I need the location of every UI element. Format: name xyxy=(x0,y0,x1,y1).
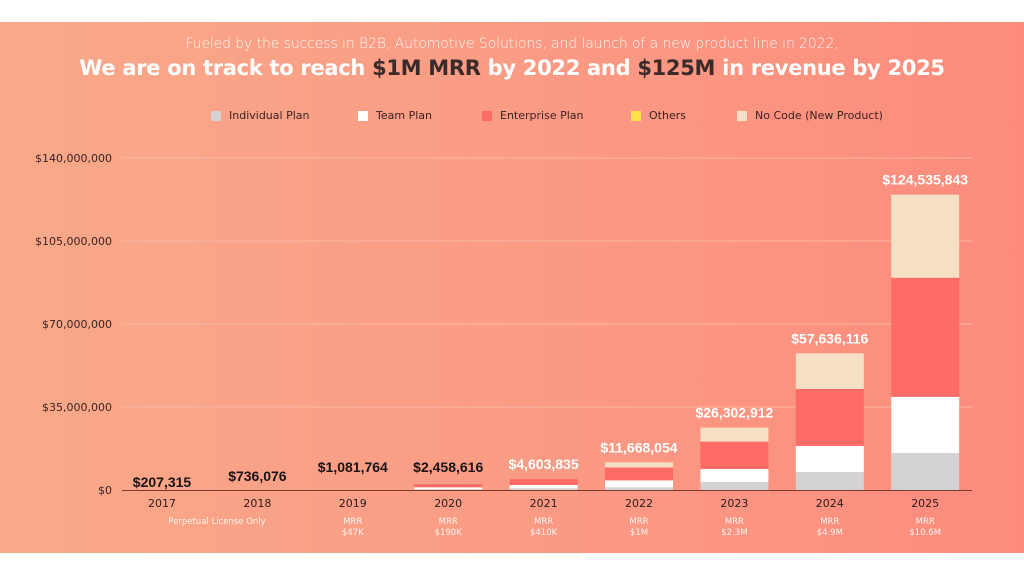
annotation-text: MRR xyxy=(439,517,458,527)
annotation-text: MRR xyxy=(534,517,553,527)
chart-title: We are on track to reach $1M MRR by 2022… xyxy=(0,56,1024,80)
bar-segment-nocode xyxy=(700,427,769,442)
annotation-text: $47K xyxy=(342,528,364,538)
x-tick-label: 2021 xyxy=(530,497,558,510)
x-tick-label: 2025 xyxy=(911,497,939,510)
y-tick-label: $35,000,000 xyxy=(42,401,112,414)
bar-segment-individual xyxy=(891,453,960,490)
annotation-text: $2.3M xyxy=(721,528,747,538)
bar-segment-team xyxy=(795,445,864,472)
bar-stack-2020 xyxy=(414,484,483,490)
bar-segment-enterprise xyxy=(891,277,960,397)
bar-segment-nocode xyxy=(605,462,673,468)
total-label: $1,081,764 xyxy=(318,459,388,475)
bar-segment-team xyxy=(891,396,960,454)
y-tick-label: $0 xyxy=(98,484,112,497)
legend-swatch-individual xyxy=(211,110,221,121)
bar-stack-2024 xyxy=(795,353,864,490)
legend-swatch-nocode xyxy=(737,110,747,121)
bar-segment-enterprise xyxy=(414,484,483,488)
bar-segment-individual xyxy=(414,489,483,490)
annotation-text: MRR xyxy=(916,517,935,527)
total-label: $57,636,116 xyxy=(791,330,868,346)
annotation-text: $410K xyxy=(530,528,558,538)
bar-segment-nocode xyxy=(891,194,960,278)
total-label: $11,668,054 xyxy=(600,439,677,455)
bar-segment-team xyxy=(414,487,483,490)
title-part: in revenue by 2025 xyxy=(715,56,945,80)
title-highlight-mrr: $1M MRR xyxy=(372,56,481,80)
y-tick-label: $105,000,000 xyxy=(35,235,112,248)
legend-swatch-others xyxy=(631,110,641,121)
bar-segment-individual xyxy=(605,487,673,490)
bar-segment-individual xyxy=(509,488,578,490)
y-tick-label: $140,000,000 xyxy=(35,152,112,165)
mrr-annotations: Perpetual License Only MRR$47KMRR$190KMRR… xyxy=(168,517,941,538)
chart-legend: Individual Plan Team Plan Enterprise Pla… xyxy=(0,109,1024,125)
annotation-text: MRR xyxy=(725,517,744,527)
chart-subtitle: Fueled by the success in B2B, Automotive… xyxy=(185,36,839,52)
x-tick-label: 2023 xyxy=(720,497,748,510)
legend-swatch-team xyxy=(358,110,368,121)
y-tick-label: $70,000,000 xyxy=(42,318,112,331)
bar-segment-enterprise xyxy=(700,441,769,469)
total-label: $4,603,835 xyxy=(509,456,579,472)
x-tick-label: 2024 xyxy=(816,497,844,510)
legend-label: Enterprise Plan xyxy=(500,109,584,122)
bar-stack-2019 xyxy=(319,487,387,490)
bar-stack-2023 xyxy=(700,427,769,490)
bar-segment-enterprise xyxy=(795,388,864,446)
bar-segment-individual xyxy=(795,471,864,490)
bar-segment-enterprise xyxy=(605,467,673,481)
annotation-text: Perpetual License Only xyxy=(168,517,265,527)
legend-item-team: Team Plan xyxy=(358,109,432,122)
bar-segment-nocode xyxy=(795,353,864,389)
annotation-text: $190K xyxy=(435,528,463,538)
bar-segment-team xyxy=(509,485,578,489)
annotation-text: MRR xyxy=(820,517,839,527)
x-tick-label: 2019 xyxy=(339,497,367,510)
annotation-text: $1M xyxy=(630,528,648,538)
bar-segment-others xyxy=(319,487,387,490)
bar-segment-others xyxy=(223,488,291,490)
bar-stack-2022 xyxy=(605,462,673,490)
bar-segment-individual xyxy=(700,481,769,490)
total-label: $207,315 xyxy=(133,474,192,490)
x-tick-label: 2018 xyxy=(243,497,271,510)
annotation-text: MRR xyxy=(343,517,362,527)
bar-segment-team xyxy=(700,468,769,482)
x-tick-label: 2020 xyxy=(434,497,462,510)
total-label: $124,535,843 xyxy=(882,172,968,188)
legend-item-others: Others xyxy=(631,109,686,122)
x-tick-label: 2022 xyxy=(625,497,653,510)
legend-item-nocode: No Code (New Product) xyxy=(737,109,883,122)
annotation-text: MRR xyxy=(629,517,648,527)
annotation-text: $4.9M xyxy=(817,528,843,538)
bar-stack-2025 xyxy=(891,194,960,490)
legend-label: Others xyxy=(649,109,686,122)
total-label: $26,302,912 xyxy=(695,405,773,421)
y-axis: $0 $35,000,000 $70,000,000 $105,000,000 $140… xyxy=(35,152,112,497)
bar-stack-2021 xyxy=(509,479,578,490)
total-label: $2,458,616 xyxy=(413,459,483,475)
legend-swatch-enterprise xyxy=(482,110,492,121)
bars xyxy=(223,194,960,490)
legend-label: No Code (New Product) xyxy=(755,109,883,122)
title-part: by 2022 and xyxy=(480,56,638,80)
bar-stack-2018 xyxy=(223,488,291,490)
total-label: $736,076 xyxy=(228,468,287,484)
x-axis: 2017 2018 2019 2020 2021 2022 2023 2024 2025 xyxy=(148,497,939,510)
legend-label: Team Plan xyxy=(376,109,432,122)
legend-item-individual: Individual Plan xyxy=(211,109,309,122)
total-labels: $207,315 $736,076 $1,081,764 $2,458,616 $4,6… xyxy=(133,172,968,490)
legend-item-enterprise: Enterprise Plan xyxy=(482,109,583,122)
bar-segment-team xyxy=(605,480,673,488)
bar-segment-enterprise xyxy=(509,479,578,486)
title-part: We are on track to reach xyxy=(79,56,373,80)
annotation-text: $10.6M xyxy=(909,528,941,538)
x-tick-label: 2017 xyxy=(148,497,176,510)
title-highlight-revenue: $125M xyxy=(637,56,716,80)
legend-label: Individual Plan xyxy=(229,109,310,122)
